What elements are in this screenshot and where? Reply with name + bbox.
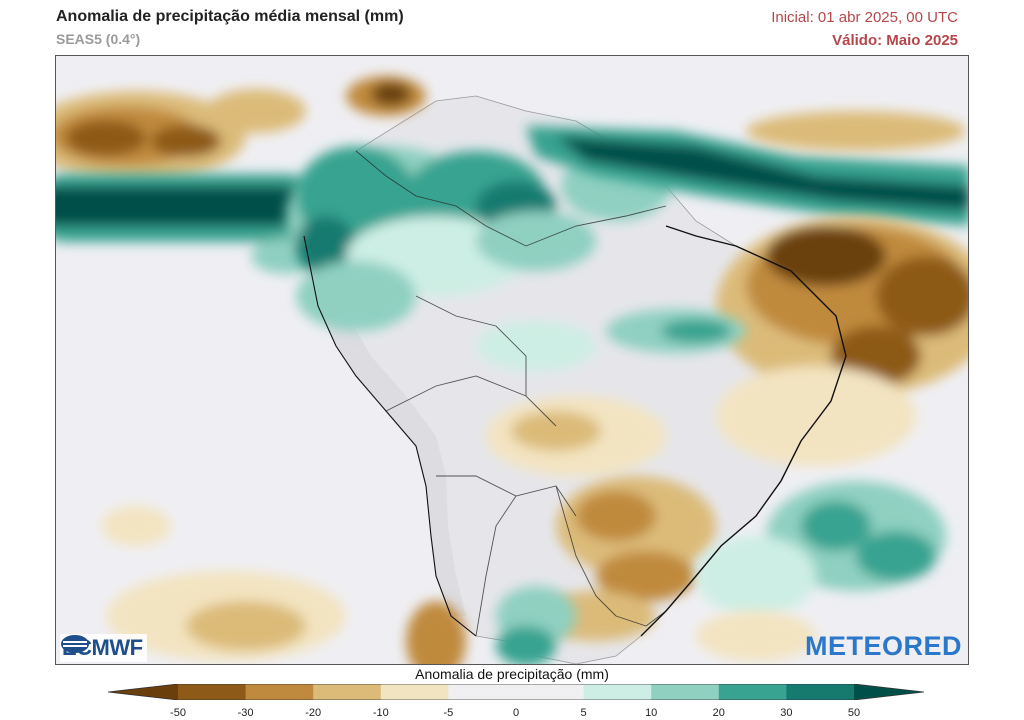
colorbar-arrow-left bbox=[108, 684, 178, 700]
colorbar-tick-label: 50 bbox=[847, 707, 861, 719]
country-borders bbox=[355, 150, 667, 637]
ecmwf-logo: ECMWF bbox=[60, 634, 147, 662]
colorbar-tick-label: -30 bbox=[237, 707, 254, 719]
colorbar-tick-label: 30 bbox=[780, 707, 793, 719]
colorbar-tick-label: -10 bbox=[372, 707, 389, 719]
colorbar-tick-label: 0 bbox=[512, 707, 520, 719]
colorbar-arrow-right bbox=[854, 684, 924, 700]
dry-anomaly-south-brazil bbox=[486, 396, 716, 641]
colorbar-segment bbox=[448, 684, 517, 700]
colorbar-tick-label: 5 bbox=[580, 707, 587, 719]
dry-anomaly-northwest bbox=[56, 76, 426, 181]
colorbar-segment bbox=[313, 684, 382, 700]
colorbar-segment bbox=[718, 684, 787, 700]
colorbar-tick-label: -50 bbox=[170, 707, 186, 719]
wet-anomaly-south-atlantic bbox=[496, 481, 946, 664]
ecmwf-emblem-icon bbox=[61, 635, 89, 653]
colorbar-segment bbox=[651, 684, 720, 700]
colorbar-segment bbox=[245, 684, 314, 700]
colorbar-tick-label: -5 bbox=[443, 707, 454, 719]
colorbar-tick-label: 10 bbox=[645, 707, 658, 719]
colorbar bbox=[108, 684, 924, 700]
initial-date: Inicial: 01 abr 2025, 00 UTC bbox=[771, 9, 958, 26]
colorbar-segment bbox=[178, 684, 247, 700]
pacific-coastline bbox=[303, 235, 477, 637]
colorbar-segment bbox=[380, 684, 449, 700]
dry-anomaly-south-pacific bbox=[101, 506, 816, 664]
map-canvas bbox=[56, 56, 968, 664]
model-subtitle: SEAS5 (0.4°) bbox=[56, 31, 141, 47]
andes-relief bbox=[318, 306, 466, 616]
atlantic-coastline bbox=[640, 225, 847, 637]
valid-date: Válido: Maio 2025 bbox=[832, 32, 958, 49]
colorbar-segment bbox=[516, 684, 585, 700]
colorbar-segment bbox=[583, 684, 652, 700]
colorbar-title: Anomalia de precipitação (mm) bbox=[415, 666, 609, 682]
wet-anomaly-central-brazil bbox=[476, 309, 746, 371]
colorbar-tick-label: 20 bbox=[712, 707, 725, 719]
colorbar-segment bbox=[786, 684, 855, 700]
map-title: Anomalia de precipitação média mensal (m… bbox=[56, 8, 404, 25]
meteored-logo: METEORED bbox=[804, 631, 962, 661]
wet-anomaly-amazon-north bbox=[286, 146, 671, 331]
dry-anomaly-northeast-brazil bbox=[716, 111, 968, 466]
wet-anomaly-atlantic-itcz bbox=[526, 126, 968, 226]
colorbar-tick-label: -20 bbox=[305, 707, 322, 719]
precipitation-anomaly-map: ECMWF METEORED bbox=[55, 55, 969, 665]
